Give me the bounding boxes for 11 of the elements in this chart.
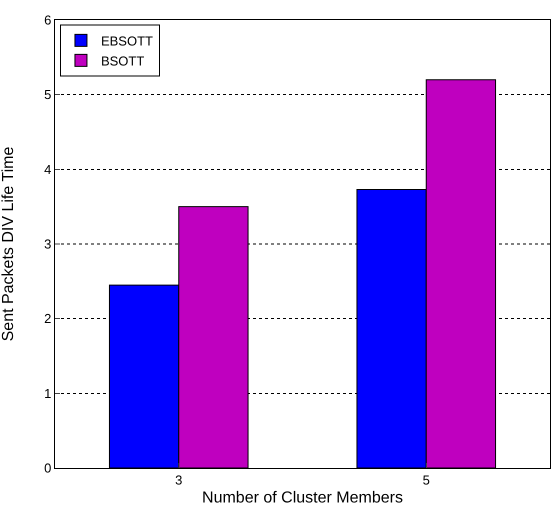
y-tick-label: 4 <box>44 162 52 177</box>
y-tick-label: 0 <box>44 460 52 476</box>
y-tick-label: 6 <box>44 12 52 28</box>
x-axis-title: Number of Cluster Members <box>202 489 403 506</box>
y-tick-label: 2 <box>44 311 52 326</box>
legend-label: EBSOTT <box>100 34 154 48</box>
y-tick-label: 5 <box>44 87 52 102</box>
legend-label: BSOTT <box>100 53 144 68</box>
y-tick-label: 1 <box>44 386 52 401</box>
y-axis-title: Sent Packets DIV Life Time <box>0 146 17 342</box>
y-tick-label: 3 <box>44 236 52 252</box>
